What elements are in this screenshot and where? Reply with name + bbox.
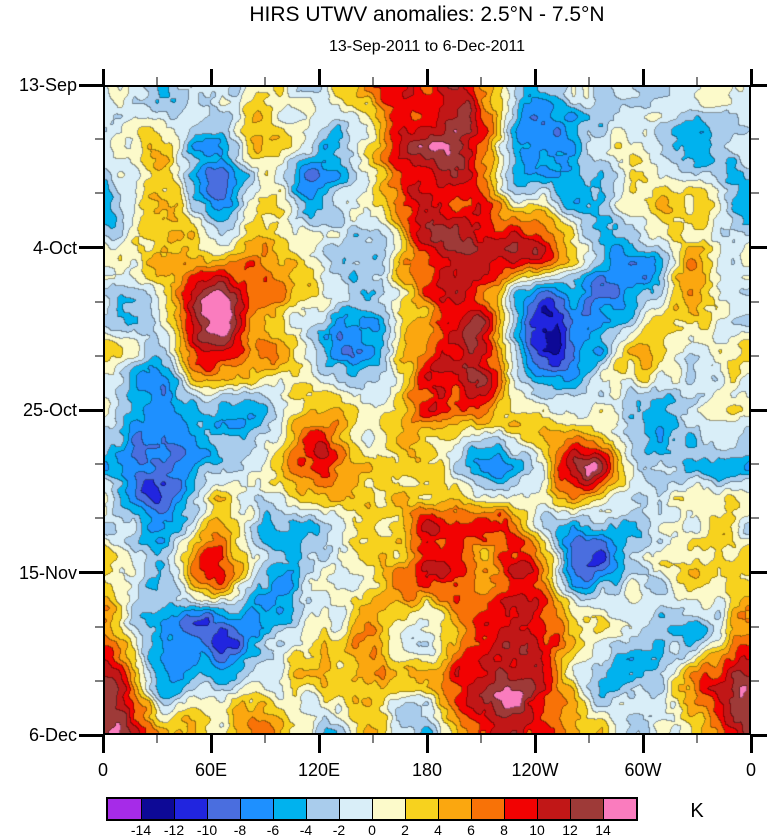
y-axis-minor-tick-left: [95, 679, 103, 682]
y-axis-minor-tick-left: [95, 300, 103, 303]
x-axis-major-tick-bottom: [425, 735, 429, 753]
contour-field-canvas: [105, 87, 749, 733]
colorbar-cell: [273, 799, 306, 819]
chart-title: HIRS UTWV anomalies: 2.5°N - 7.5°N: [249, 3, 605, 26]
colorbar-cell: [603, 799, 636, 819]
colorbar-cell: [306, 799, 339, 819]
x-axis-major-tick-top: [425, 69, 429, 85]
colorbar-cell: [537, 799, 570, 819]
x-axis-major-tick-top: [317, 69, 321, 85]
chart-subtitle: 13-Sep-2011 to 6-Dec-2011: [329, 38, 525, 55]
y-axis-minor-tick-right: [751, 300, 759, 303]
colorbar-cell: [438, 799, 471, 819]
x-axis-minor-tick-bottom: [156, 735, 158, 743]
colorbar-tick-label: 8: [500, 822, 508, 838]
y-axis-major-tick-left: [79, 733, 103, 737]
colorbar-unit-label: K: [690, 800, 704, 822]
y-axis-tick-label: 25-Oct: [22, 400, 77, 420]
colorbar-cell: [240, 799, 273, 819]
colorbar-cell: [174, 799, 207, 819]
y-axis-major-tick-right: [751, 571, 767, 574]
x-axis-minor-tick-bottom: [696, 735, 698, 743]
y-axis-minor-tick-left: [95, 625, 103, 628]
x-axis-major-tick-top: [101, 69, 105, 85]
x-axis-tick-label: 120W: [511, 760, 559, 780]
colorbar-cell: [372, 799, 405, 819]
y-axis-minor-tick-right: [751, 192, 759, 195]
colorbar-cell: [207, 799, 240, 819]
x-axis-tick-label: 180: [411, 760, 443, 780]
colorbar-tick-label: 14: [595, 822, 611, 838]
x-axis-minor-tick-top: [156, 77, 158, 85]
y-axis-major-tick-right: [751, 733, 767, 737]
x-axis-minor-tick-top: [696, 77, 698, 85]
plot-frame: [103, 85, 751, 735]
x-axis-minor-tick-top: [588, 77, 590, 85]
x-axis-minor-tick-top: [264, 77, 266, 85]
colorbar-tick-label: 6: [467, 822, 475, 838]
colorbar-tick-label: 4: [434, 822, 442, 838]
colorbar-cell: [570, 799, 603, 819]
y-axis-minor-tick-right: [751, 354, 759, 357]
y-axis-minor-tick-left: [95, 463, 103, 466]
x-axis-major-tick-top: [533, 69, 537, 85]
x-axis-major-tick-top: [209, 69, 213, 85]
x-axis-tick-label: 60W: [624, 760, 662, 780]
x-axis-major-tick-bottom: [641, 735, 645, 753]
x-axis-minor-tick-top: [480, 77, 482, 85]
x-axis-tick-label: 0: [97, 760, 108, 780]
colorbar-tick-label: 0: [368, 822, 376, 838]
colorbar-cell: [504, 799, 537, 819]
y-axis-tick-label: 6-Dec: [28, 725, 77, 745]
y-axis-minor-tick-left: [95, 138, 103, 141]
colorbar-tick-label: 2: [401, 822, 409, 838]
y-axis-major-tick-right: [751, 408, 767, 412]
y-axis-minor-tick-right: [751, 517, 759, 520]
x-axis-major-tick-bottom: [209, 735, 213, 753]
y-axis-tick-label: 4-Oct: [32, 237, 77, 258]
y-axis-major-tick-right: [751, 83, 767, 87]
y-axis-major-tick-right: [751, 246, 767, 249]
x-axis-major-tick-bottom: [749, 735, 753, 753]
colorbar-cell: [108, 799, 141, 819]
x-axis-major-tick-bottom: [101, 735, 105, 753]
x-axis-minor-tick-top: [372, 77, 374, 85]
x-axis-tick-label: 120E: [297, 760, 341, 780]
colorbar: [106, 797, 638, 821]
y-axis-minor-tick-left: [95, 192, 103, 195]
y-axis-minor-tick-right: [751, 679, 759, 682]
x-axis-minor-tick-bottom: [372, 735, 374, 743]
y-axis-major-tick-left: [79, 83, 103, 87]
x-axis-minor-tick-bottom: [264, 735, 266, 743]
colorbar-cell: [471, 799, 504, 819]
x-axis-major-tick-top: [641, 69, 645, 85]
colorbar-cell: [141, 799, 174, 819]
x-axis-tick-label: 60E: [194, 760, 228, 780]
y-axis-tick-label: 13-Sep: [18, 75, 77, 95]
x-axis-minor-tick-bottom: [588, 735, 590, 743]
y-axis-minor-tick-left: [95, 354, 103, 357]
x-axis-major-tick-top: [749, 69, 753, 85]
y-axis-major-tick-left: [79, 246, 103, 249]
y-axis-minor-tick-right: [751, 138, 759, 141]
x-axis-major-tick-bottom: [317, 735, 321, 753]
y-axis-minor-tick-right: [751, 625, 759, 628]
x-axis-major-tick-bottom: [533, 735, 537, 753]
y-axis-major-tick-left: [79, 571, 103, 574]
colorbar-cell: [339, 799, 372, 819]
x-axis-minor-tick-bottom: [480, 735, 482, 743]
y-axis-minor-tick-left: [95, 517, 103, 520]
colorbar-cell: [405, 799, 438, 819]
x-axis-tick-label: 0: [745, 760, 756, 780]
y-axis-tick-label: 15-Nov: [18, 562, 77, 583]
y-axis-minor-tick-right: [751, 463, 759, 466]
y-axis-major-tick-left: [79, 408, 103, 412]
